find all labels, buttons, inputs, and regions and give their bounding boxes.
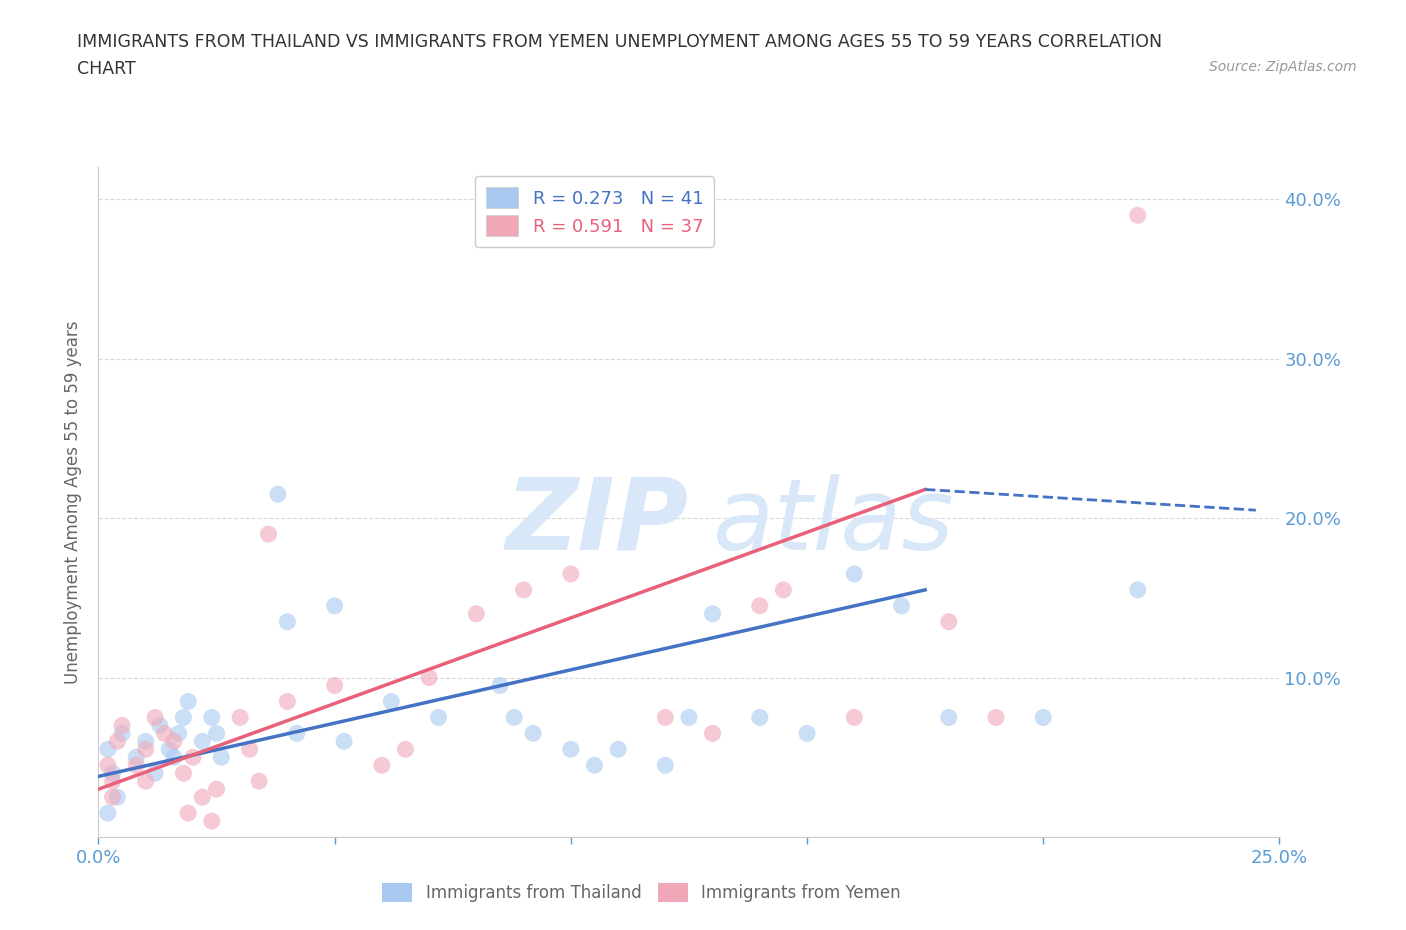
Point xyxy=(844,710,866,724)
Point xyxy=(654,710,676,724)
Point xyxy=(97,805,120,820)
Point xyxy=(938,710,960,724)
Point xyxy=(560,742,582,757)
Point xyxy=(172,710,194,724)
Point xyxy=(984,710,1007,724)
Y-axis label: Unemployment Among Ages 55 to 59 years: Unemployment Among Ages 55 to 59 years xyxy=(65,321,83,684)
Point xyxy=(267,486,290,501)
Point xyxy=(465,606,488,621)
Point xyxy=(135,774,157,789)
Point xyxy=(125,750,148,764)
Point xyxy=(153,726,176,741)
Point xyxy=(201,710,224,724)
Point xyxy=(163,734,186,749)
Legend: Immigrants from Thailand, Immigrants from Yemen: Immigrants from Thailand, Immigrants fro… xyxy=(375,876,908,909)
Text: atlas: atlas xyxy=(713,473,955,571)
Text: ZIP: ZIP xyxy=(506,473,689,571)
Point xyxy=(111,718,134,733)
Point xyxy=(702,726,724,741)
Point xyxy=(844,566,866,581)
Text: Source: ZipAtlas.com: Source: ZipAtlas.com xyxy=(1209,60,1357,74)
Point xyxy=(177,694,200,709)
Point xyxy=(938,615,960,630)
Point xyxy=(371,758,394,773)
Point xyxy=(276,615,298,630)
Point xyxy=(257,526,280,541)
Point xyxy=(276,694,298,709)
Point xyxy=(702,606,724,621)
Point xyxy=(654,758,676,773)
Text: CHART: CHART xyxy=(77,60,136,78)
Point xyxy=(323,678,346,693)
Point xyxy=(143,765,166,780)
Point xyxy=(1126,582,1149,597)
Point xyxy=(503,710,526,724)
Point xyxy=(607,742,630,757)
Point xyxy=(205,782,228,797)
Point xyxy=(143,710,166,724)
Point xyxy=(135,734,157,749)
Point xyxy=(172,765,194,780)
Point xyxy=(149,718,172,733)
Point xyxy=(323,598,346,613)
Point xyxy=(191,790,214,804)
Point xyxy=(247,774,270,789)
Point xyxy=(201,814,224,829)
Point xyxy=(512,582,534,597)
Point xyxy=(583,758,606,773)
Point xyxy=(285,726,308,741)
Point xyxy=(560,566,582,581)
Point xyxy=(522,726,544,741)
Point xyxy=(1032,710,1054,724)
Point xyxy=(163,750,186,764)
Point xyxy=(796,726,818,741)
Point xyxy=(1126,207,1149,222)
Point xyxy=(101,774,124,789)
Point xyxy=(748,598,770,613)
Point xyxy=(239,742,262,757)
Point xyxy=(177,805,200,820)
Point xyxy=(191,734,214,749)
Point xyxy=(135,742,157,757)
Point xyxy=(418,671,440,685)
Point xyxy=(125,758,148,773)
Point xyxy=(105,790,128,804)
Point xyxy=(97,742,120,757)
Point xyxy=(890,598,912,613)
Point xyxy=(101,790,124,804)
Point xyxy=(105,734,128,749)
Point xyxy=(97,758,120,773)
Point xyxy=(748,710,770,724)
Point xyxy=(209,750,232,764)
Point xyxy=(229,710,252,724)
Point xyxy=(167,726,190,741)
Point xyxy=(380,694,402,709)
Point xyxy=(157,742,180,757)
Point xyxy=(772,582,794,597)
Point xyxy=(394,742,416,757)
Point xyxy=(101,765,124,780)
Point xyxy=(181,750,204,764)
Text: IMMIGRANTS FROM THAILAND VS IMMIGRANTS FROM YEMEN UNEMPLOYMENT AMONG AGES 55 TO : IMMIGRANTS FROM THAILAND VS IMMIGRANTS F… xyxy=(77,33,1163,50)
Point xyxy=(205,726,228,741)
Point xyxy=(678,710,700,724)
Point xyxy=(111,726,134,741)
Point xyxy=(333,734,356,749)
Point xyxy=(427,710,450,724)
Point xyxy=(489,678,512,693)
